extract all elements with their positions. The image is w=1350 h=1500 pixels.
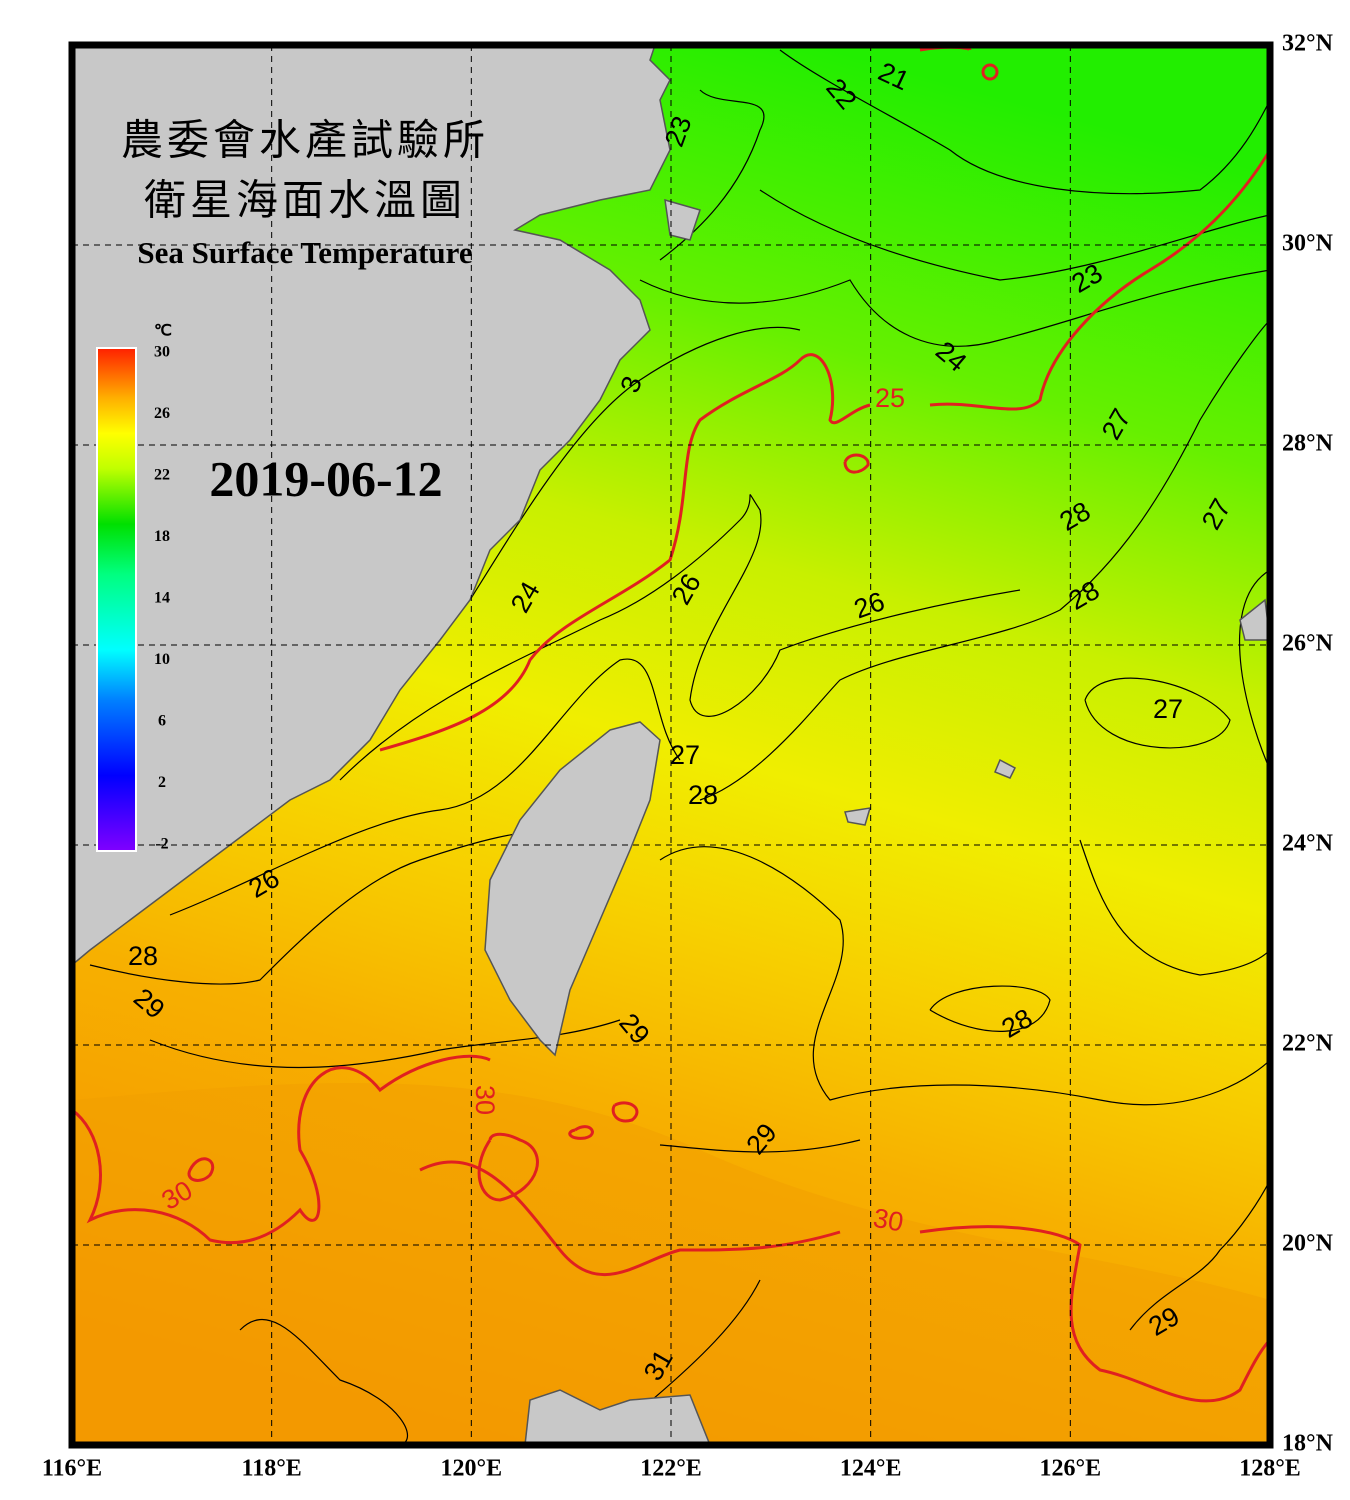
major-isotherm-label: 30 bbox=[470, 1085, 500, 1115]
colorbar-tick-label: -2 bbox=[155, 836, 168, 853]
subtitle: Sea Surface Temperature bbox=[137, 235, 472, 270]
isotherm-label: 28 bbox=[128, 941, 158, 971]
lon-tick-label: 122°E bbox=[640, 1456, 702, 1482]
colorbar-unit: ℃ bbox=[154, 323, 172, 340]
title-line: 衛星海面水溫圖 bbox=[144, 179, 466, 225]
lat-tick-label: 28°N bbox=[1282, 431, 1334, 457]
warm-patch bbox=[72, 1082, 1270, 1445]
graticule bbox=[72, 45, 1270, 1445]
isotherm-label: 27 bbox=[670, 740, 700, 770]
major-isotherms bbox=[72, 45, 1270, 1403]
isotherm-label: 28 bbox=[688, 780, 718, 810]
colorbar-tick-label: 10 bbox=[154, 651, 170, 668]
colorbar-tick-label: 22 bbox=[154, 467, 170, 484]
lat-tick-label: 32°N bbox=[1282, 31, 1334, 57]
colorbar-tick-label: 26 bbox=[154, 405, 170, 422]
lon-tick-label: 118°E bbox=[242, 1456, 302, 1482]
lat-tick-label: 26°N bbox=[1282, 631, 1334, 657]
date: 2019-06-12 bbox=[209, 450, 442, 506]
colorbar-tick-label: 14 bbox=[154, 590, 170, 607]
lat-tick-label: 20°N bbox=[1282, 1231, 1334, 1257]
lon-tick-label: 120°E bbox=[441, 1456, 503, 1482]
colorbar-tick-label: 2 bbox=[158, 774, 166, 791]
title-line: 農委會水產試驗所 bbox=[121, 118, 489, 165]
colorbar-tick-label: 30 bbox=[154, 344, 170, 361]
major-isotherm-label: 30 bbox=[871, 1203, 906, 1238]
lon-tick-label: 128°E bbox=[1239, 1456, 1301, 1482]
colorbar bbox=[96, 347, 137, 852]
lon-tick-label: 124°E bbox=[840, 1456, 902, 1482]
isotherm-label: 27 bbox=[1153, 694, 1183, 724]
lat-tick-label: 24°N bbox=[1282, 831, 1334, 857]
isotherms bbox=[89, 49, 1270, 1445]
lat-tick-label: 22°N bbox=[1282, 1031, 1334, 1057]
map-frame bbox=[68, 41, 1274, 1449]
lat-tick-label: 18°N bbox=[1282, 1431, 1334, 1457]
major-isotherm-label: 25 bbox=[875, 383, 905, 413]
lat-tick-label: 30°N bbox=[1282, 231, 1334, 257]
lon-tick-label: 126°E bbox=[1040, 1456, 1102, 1482]
colorbar-tick-label: 6 bbox=[158, 713, 166, 730]
axis-labels: 116°E 118°E 120°E 122°E 124°E 126°E 128°E18°N 2… bbox=[42, 31, 1334, 1482]
colorbar-tick-label: 18 bbox=[154, 528, 170, 545]
lon-tick-label: 116°E bbox=[42, 1456, 102, 1482]
land bbox=[72, 45, 1270, 1445]
